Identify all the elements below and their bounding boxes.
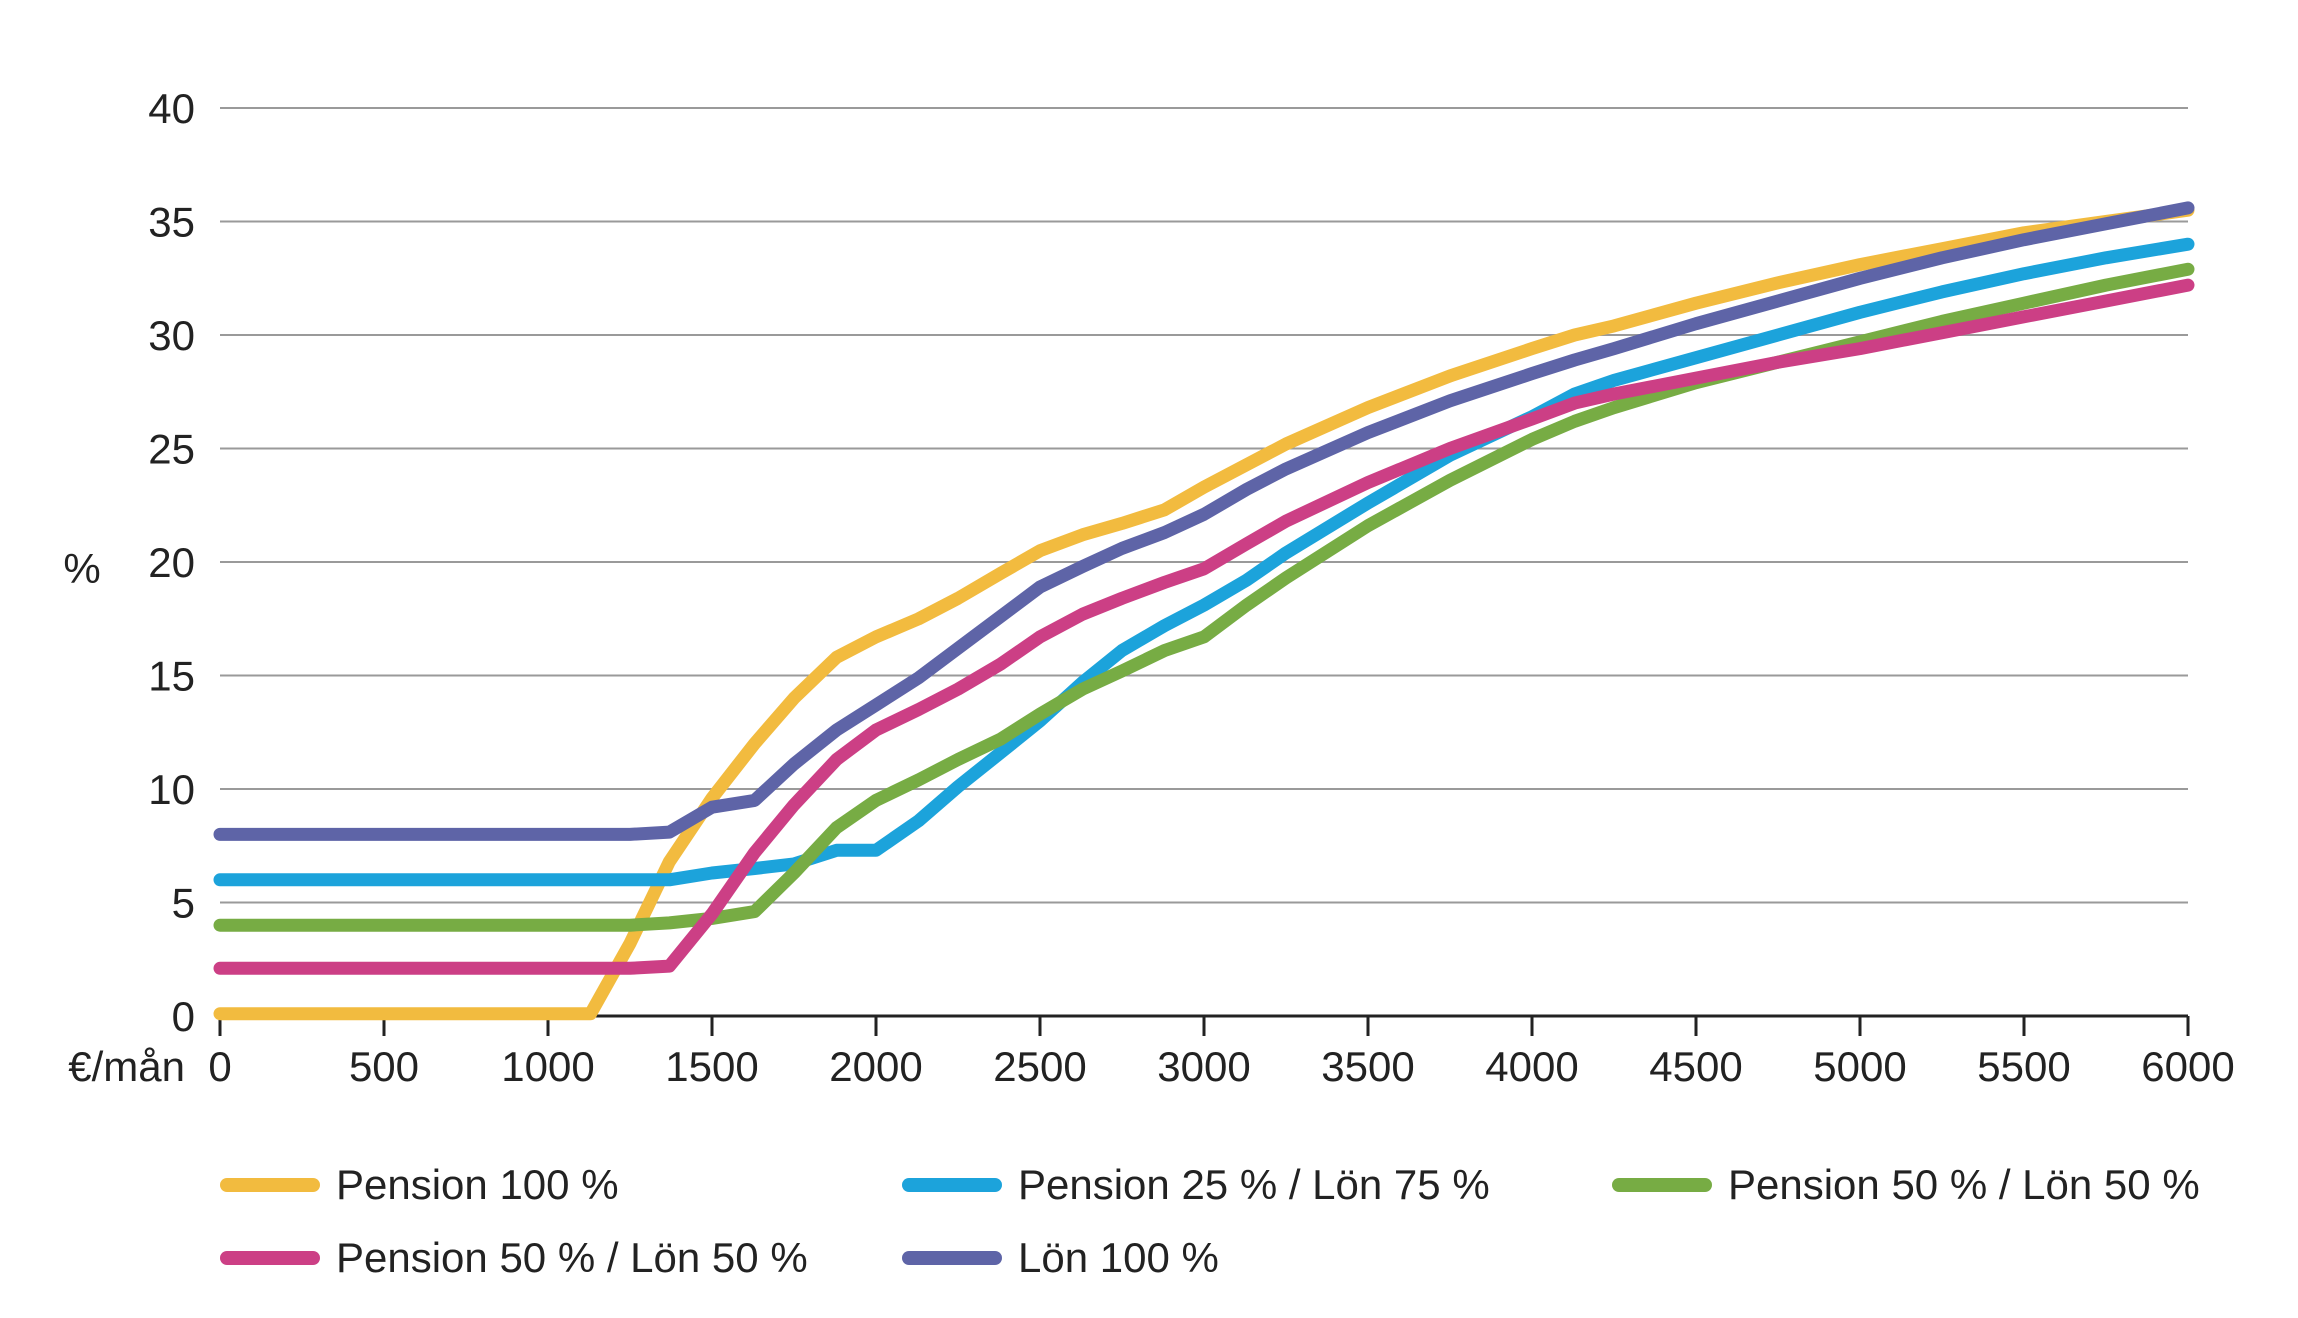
series-lines	[213, 201, 2195, 1021]
x-tick-label: 5500	[1977, 1043, 2070, 1090]
x-axis-label: €/mån	[68, 1043, 185, 1090]
x-tick-label: 3500	[1321, 1043, 1414, 1090]
series-line-0	[213, 203, 2195, 1021]
x-tick-label: 2500	[993, 1043, 1086, 1090]
y-tick-label: 10	[148, 766, 195, 813]
y-tick-label: 5	[172, 880, 195, 927]
legend-label: Pension 100 %	[336, 1161, 619, 1208]
legend-swatch	[902, 1178, 1002, 1192]
series-line-3	[213, 278, 2195, 975]
x-tick-label: 5000	[1813, 1043, 1906, 1090]
series-line-2	[213, 262, 2195, 932]
legend-label: Lön 100 %	[1018, 1234, 1219, 1281]
y-tick-label: 20	[148, 539, 195, 586]
legend-swatch	[1612, 1178, 1712, 1192]
x-tick-label: 0	[208, 1043, 231, 1090]
x-tick-label: 500	[349, 1043, 419, 1090]
legend-item-pension-25-lon-75: Pension 25 % / Lön 75 %	[902, 1155, 1490, 1215]
x-tick-label: 6000	[2141, 1043, 2234, 1090]
y-tick-label: 30	[148, 312, 195, 359]
legend-swatch	[220, 1178, 320, 1192]
x-tick-label: 4500	[1649, 1043, 1742, 1090]
x-tick-label: 2000	[829, 1043, 922, 1090]
line-chart: 0 5 10 15 20 25 30 35 40 0 500 1000 1500 2000 2500 3000…	[63, 85, 2234, 1090]
legend-label: Pension 50 % / Lön 50 %	[1728, 1161, 2200, 1208]
gridlines	[220, 107, 2188, 904]
y-tick-label: 40	[148, 85, 195, 132]
x-tick-label: 4000	[1485, 1043, 1578, 1090]
legend: Pension 100 % Pension 25 % / Lön 75 % Pe…	[220, 1155, 2280, 1295]
legend-item-pension-100: Pension 100 %	[220, 1155, 619, 1215]
y-tick-label: 15	[148, 653, 195, 700]
y-tick-label: 0	[172, 993, 195, 1040]
series-line-4	[213, 201, 2195, 841]
x-tick-label: 3000	[1157, 1043, 1250, 1090]
legend-swatch	[220, 1251, 320, 1265]
x-tick-label: 1000	[501, 1043, 594, 1090]
x-tick-label: 1500	[665, 1043, 758, 1090]
legend-item-pension-50-lon-50-magenta: Pension 50 % / Lön 50 %	[220, 1228, 808, 1288]
tick-labels: 0 5 10 15 20 25 30 35 40 0 500 1000 1500 2000 2500 3000…	[148, 85, 2234, 1090]
series-line-1	[213, 237, 2195, 887]
legend-label: Pension 25 % / Lön 75 %	[1018, 1161, 1490, 1208]
y-axis-label: %	[63, 545, 100, 592]
legend-item-lon-100: Lön 100 %	[902, 1228, 1219, 1288]
legend-swatch	[902, 1251, 1002, 1265]
y-tick-label: 25	[148, 426, 195, 473]
legend-label: Pension 50 % / Lön 50 %	[336, 1234, 808, 1281]
y-tick-label: 35	[148, 199, 195, 246]
legend-item-pension-50-lon-50-green: Pension 50 % / Lön 50 %	[1612, 1155, 2200, 1215]
